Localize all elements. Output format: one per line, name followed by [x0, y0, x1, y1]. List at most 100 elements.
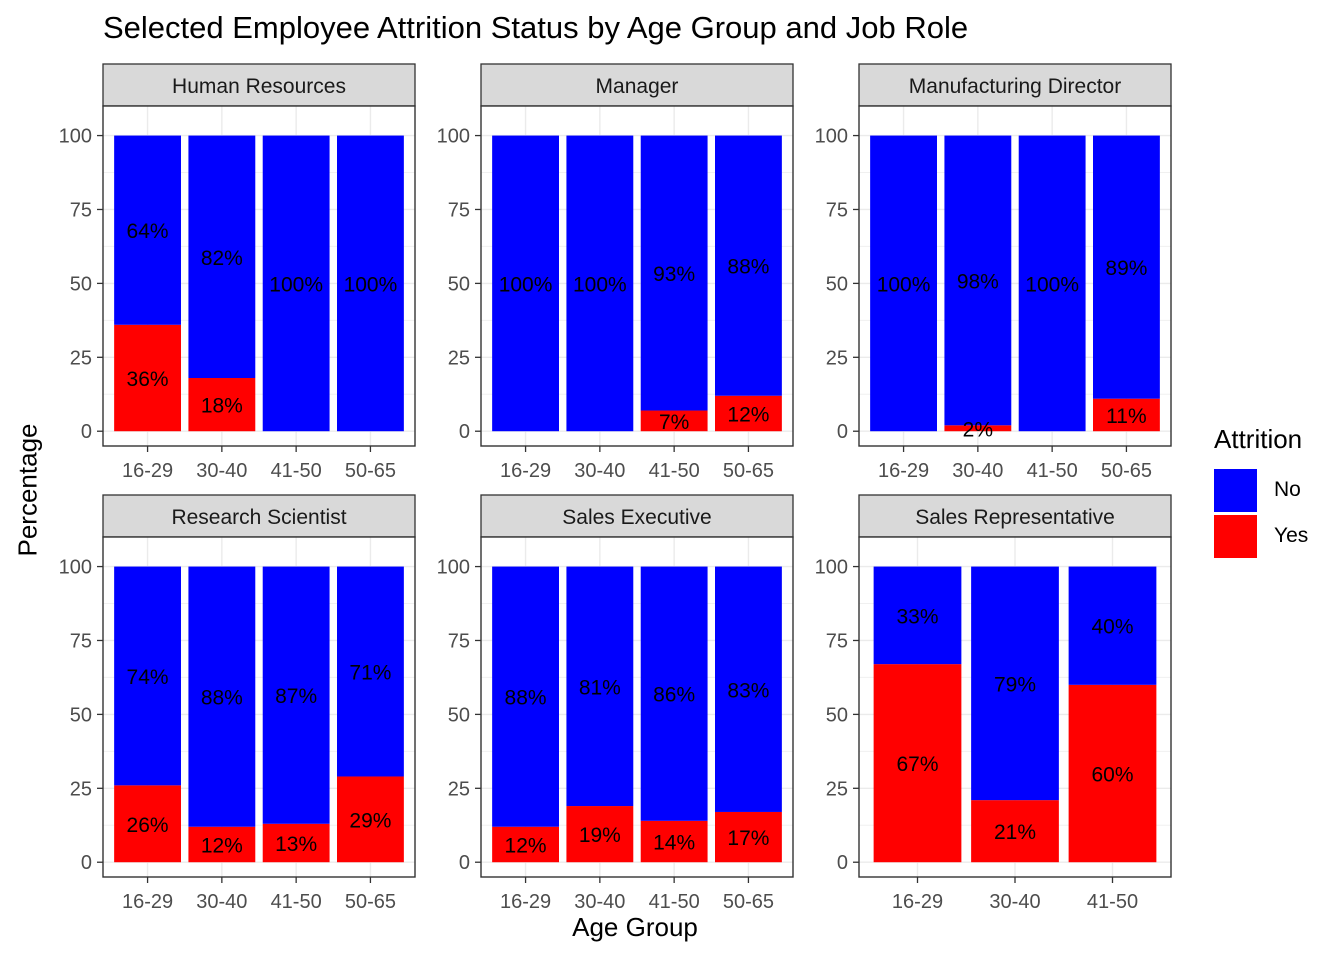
data-label-no: 33%: [896, 605, 938, 628]
bar-no-manager-30-40: [566, 135, 634, 432]
data-label-no: 79%: [994, 673, 1036, 696]
data-label-no: 74%: [127, 666, 169, 689]
bar-no-sales-representative-30-40: [971, 566, 1059, 801]
data-label-no: 100%: [344, 273, 398, 296]
y-tick-label: 25: [70, 778, 92, 800]
y-tick-label: 75: [70, 630, 92, 652]
bar-yes-human-resources-30-40: [188, 378, 256, 432]
panel-border: [102, 105, 416, 447]
data-label-yes: 18%: [201, 395, 243, 418]
data-label-no: 40%: [1091, 616, 1133, 639]
x-tick-label: 41-50: [271, 460, 322, 482]
data-label-yes: 12%: [727, 403, 769, 426]
x-tick-label: 16-29: [122, 891, 173, 913]
x-axis-label: Age Group: [572, 912, 698, 942]
bar-no-sales-representative-16-29: [873, 566, 962, 665]
x-tick-label: 16-29: [500, 460, 551, 482]
legend-key-no: [1214, 468, 1257, 512]
legend-item-yes: Yes: [1214, 513, 1308, 559]
bar-no-manufacturing-director-30-40: [944, 135, 1012, 426]
strip-research-scientist: [102, 494, 416, 538]
bar-no-sales-executive-30-40: [566, 566, 634, 807]
panel-sales-representative: Sales Representative 33% 67% 79% 21% 40% 60% 0 2…: [815, 494, 1172, 913]
x-tick-label: 30-40: [196, 460, 247, 482]
data-label-yes: 14%: [653, 832, 695, 855]
y-tick-label: 0: [81, 421, 92, 443]
data-label-no: 81%: [579, 676, 621, 699]
strip-label-manager: Manager: [596, 75, 679, 98]
x-tick-label: 50-65: [345, 460, 396, 482]
bar-yes-manager-50-65: [715, 395, 782, 432]
data-label-yes: 29%: [349, 809, 391, 832]
data-label-no: 87%: [275, 685, 317, 708]
bar-yes-sales-representative-30-40: [971, 800, 1059, 863]
data-label-yes: 7%: [659, 411, 689, 434]
data-label-yes: 17%: [727, 827, 769, 850]
bar-no-manager-50-65: [715, 135, 782, 396]
bar-no-sales-executive-41-50: [640, 566, 708, 821]
x-tick-label: 41-50: [649, 460, 700, 482]
strip-label-research-scientist: Research Scientist: [171, 506, 346, 529]
y-tick-label: 25: [826, 778, 848, 800]
bar-yes-sales-executive-30-40: [566, 806, 634, 863]
y-tick-label: 50: [70, 704, 92, 726]
y-tick-label: 25: [448, 347, 470, 369]
data-label-yes: 21%: [994, 821, 1036, 844]
y-tick-label: 100: [59, 557, 92, 579]
y-tick-label: 50: [70, 273, 92, 295]
legend-key-yes: [1214, 514, 1257, 558]
x-tick-label: 30-40: [952, 460, 1003, 482]
y-tick-label: 25: [70, 347, 92, 369]
bar-yes-research-scientist-30-40: [188, 826, 256, 863]
strip-label-sales-executive: Sales Executive: [562, 506, 711, 529]
data-label-no: 64%: [127, 220, 169, 243]
x-tick-label: 50-65: [345, 891, 396, 913]
x-tick-label: 16-29: [500, 891, 551, 913]
x-tick-label: 30-40: [196, 891, 247, 913]
bar-yes-sales-representative-41-50: [1068, 684, 1157, 863]
x-tick-label: 50-65: [1101, 460, 1152, 482]
x-tick-label: 41-50: [1027, 460, 1078, 482]
y-tick-label: 100: [815, 557, 848, 579]
bar-no-human-resources-16-29: [114, 135, 181, 325]
legend-label-no: No: [1274, 478, 1301, 501]
bar-no-manager-41-50: [640, 135, 708, 411]
bar-yes-sales-executive-41-50: [640, 820, 708, 863]
data-label-no: 88%: [505, 687, 547, 710]
strip-sales-executive: [480, 494, 794, 538]
bar-no-research-scientist-16-29: [114, 566, 181, 786]
data-label-yes: 2%: [963, 418, 993, 441]
bar-yes-human-resources-16-29: [114, 324, 181, 432]
data-label-yes: 12%: [505, 834, 547, 857]
y-tick-label: 0: [459, 852, 470, 874]
data-label-yes: 67%: [896, 753, 938, 776]
panel-manager: Manager 100% 100% 93% 7% 88% 12% 0 25 50 75 100 16-2…: [437, 63, 794, 482]
bar-no-human-resources-30-40: [188, 135, 256, 378]
panel-border: [858, 105, 1172, 447]
bar-no-human-resources-41-50: [262, 135, 330, 432]
bar-no-sales-representative-41-50: [1068, 566, 1157, 685]
x-tick-label: 41-50: [271, 891, 322, 913]
x-tick-label: 30-40: [574, 460, 625, 482]
strip-label-manufacturing-director: Manufacturing Director: [909, 75, 1121, 98]
bar-no-manager-16-29: [492, 135, 559, 432]
y-tick-label: 0: [837, 421, 848, 443]
x-tick-label: 16-29: [892, 891, 943, 913]
x-tick-label: 50-65: [723, 891, 774, 913]
strip-manager: [480, 63, 794, 107]
panel-manufacturing-director: Manufacturing Director 100% 98% 2% 100% 89% 11…: [815, 63, 1172, 482]
bar-yes-sales-executive-16-29: [492, 826, 559, 863]
x-tick-label: 50-65: [723, 460, 774, 482]
panel-human-resources: Human Resources 64% 36% 82% 18% 100% 100% 0 25 50…: [59, 63, 416, 482]
bar-yes-manufacturing-director-50-65: [1093, 398, 1160, 432]
bar-yes-research-scientist-50-65: [337, 776, 404, 863]
x-tick-label: 41-50: [649, 891, 700, 913]
y-tick-label: 0: [459, 421, 470, 443]
panel-research-scientist: Research Scientist 74% 26% 88% 12% 87% 13% 71% 2…: [59, 494, 416, 913]
y-tick-label: 50: [826, 273, 848, 295]
data-label-no: 100%: [877, 273, 931, 296]
x-tick-label: 41-50: [1087, 891, 1138, 913]
data-label-no: 88%: [727, 256, 769, 279]
data-label-no: 100%: [573, 273, 627, 296]
